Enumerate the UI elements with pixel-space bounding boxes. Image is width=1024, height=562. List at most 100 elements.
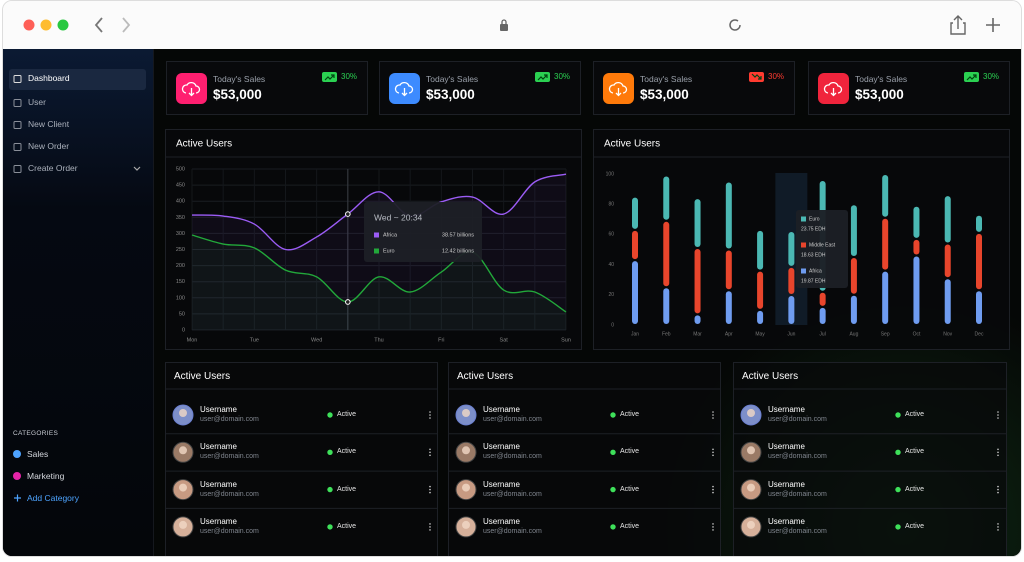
chart-title: Active Users bbox=[176, 139, 232, 150]
user-name: Username bbox=[200, 516, 237, 526]
nav-item[interactable]: Create Order bbox=[28, 163, 78, 173]
table-lines bbox=[449, 388, 720, 538]
user-status: Active bbox=[620, 522, 640, 530]
card-title: Today's Sales bbox=[213, 74, 266, 84]
y-tick-label: 40 bbox=[608, 262, 614, 268]
category-item[interactable]: Sales bbox=[27, 449, 49, 459]
status-dot bbox=[610, 486, 616, 493]
more-menu-dot bbox=[712, 411, 714, 413]
bar-segment bbox=[632, 230, 638, 260]
users-panel: Active Users Username user@domain.com Activ… bbox=[165, 362, 438, 556]
status-dot bbox=[895, 412, 901, 418]
more-menu-dot bbox=[997, 417, 999, 419]
bar-segment bbox=[819, 292, 826, 306]
bar-segment bbox=[913, 206, 920, 238]
user-email: user@domain.com bbox=[483, 527, 542, 535]
nav-item[interactable]: User bbox=[28, 97, 46, 107]
more-menu-dot bbox=[712, 488, 714, 491]
share-button[interactable] bbox=[950, 15, 966, 35]
x-tick-label: Apr bbox=[725, 331, 733, 337]
trend-icon-bg bbox=[535, 72, 550, 82]
y-tick-label: 80 bbox=[608, 202, 614, 208]
avatar-face bbox=[747, 409, 755, 417]
tooltip-name: Africa bbox=[809, 268, 822, 274]
forward-button[interactable] bbox=[122, 17, 131, 33]
card-title: Today's Sales bbox=[426, 74, 479, 84]
tooltip-name: Middle East bbox=[809, 242, 836, 248]
user-status: Active bbox=[337, 522, 357, 530]
zoom-button[interactable] bbox=[57, 19, 69, 31]
bar-segment bbox=[725, 250, 732, 290]
more-menu-dot bbox=[712, 523, 714, 525]
user-status: Active bbox=[620, 485, 640, 493]
more-menu-dot bbox=[712, 448, 714, 451]
trend-value: 30% bbox=[554, 72, 571, 81]
card-value: $53,000 bbox=[426, 87, 475, 102]
more-menu-dot bbox=[429, 488, 431, 491]
tooltip-name: Euro bbox=[809, 216, 820, 222]
more-menu-dot bbox=[429, 454, 431, 457]
user-email: user@domain.com bbox=[483, 453, 542, 461]
nav-item[interactable]: New Client bbox=[28, 119, 70, 129]
user-email: user@domain.com bbox=[200, 416, 259, 423]
add-icon bbox=[14, 494, 21, 502]
user-email: user@domain.com bbox=[200, 453, 259, 461]
avatar-face bbox=[747, 446, 755, 455]
tooltip-value: 19.87 EDH bbox=[801, 278, 826, 284]
stat-card: 30% Today's Sales $53,000 bbox=[808, 61, 1010, 115]
bar-segment bbox=[976, 233, 982, 290]
line-chart: Active Users 0 50 100 150 200 250 300 350 400 450 5… bbox=[166, 139, 581, 343]
y-tick-label: 100 bbox=[176, 295, 185, 301]
avatar-face bbox=[179, 446, 187, 455]
bar-segment bbox=[944, 279, 951, 324]
more-menu-dot bbox=[429, 526, 431, 528]
user-name: Username bbox=[200, 442, 237, 452]
x-tick-label: Wed bbox=[311, 337, 322, 343]
user-name: Username bbox=[768, 405, 805, 414]
table-lines bbox=[166, 388, 437, 538]
y-tick-label: 400 bbox=[176, 199, 185, 205]
user-status: Active bbox=[620, 448, 640, 456]
avatar-face bbox=[462, 483, 470, 492]
more-menu-dot bbox=[429, 414, 431, 416]
trend-value: 30% bbox=[341, 72, 358, 81]
user-name: Username bbox=[483, 405, 520, 414]
more-menu-dot bbox=[712, 526, 714, 528]
tooltip-swatch bbox=[801, 268, 806, 274]
x-tick-label: Mar bbox=[693, 331, 702, 337]
bar-segment bbox=[850, 205, 857, 257]
stat-card: 30% Today's Sales $53,000 bbox=[593, 61, 795, 115]
status-dot bbox=[895, 486, 901, 493]
bar-segment bbox=[944, 196, 951, 243]
user-status: Active bbox=[620, 411, 640, 418]
nav-item[interactable]: New Order bbox=[28, 141, 70, 151]
nav-icon bbox=[13, 143, 22, 151]
more-menu-dot bbox=[429, 417, 431, 419]
bar-segment bbox=[725, 291, 732, 324]
more-menu-dot bbox=[712, 529, 714, 531]
x-tick-label: Aug bbox=[849, 331, 858, 337]
panel-title: Active Users bbox=[457, 371, 514, 382]
close-button[interactable] bbox=[23, 19, 35, 31]
card-title: Today's Sales bbox=[855, 74, 908, 84]
nav-item[interactable]: Dashboard bbox=[28, 73, 70, 83]
more-menu-dot bbox=[712, 451, 714, 454]
bar-segment bbox=[976, 215, 982, 232]
minimize-button[interactable] bbox=[40, 19, 52, 31]
category-item[interactable]: Marketing bbox=[27, 471, 65, 481]
hover-point bbox=[345, 211, 351, 217]
status-dot bbox=[610, 412, 616, 418]
x-tick-label: Tue bbox=[250, 337, 259, 343]
user-name: Username bbox=[483, 479, 520, 489]
more-menu-dot bbox=[997, 491, 999, 494]
reload-button[interactable] bbox=[729, 19, 741, 31]
bar-segment bbox=[694, 248, 701, 314]
back-button[interactable] bbox=[94, 17, 103, 33]
bar-segment bbox=[663, 288, 670, 324]
x-tick-label: Jan bbox=[631, 331, 639, 337]
bar-segment bbox=[694, 199, 701, 247]
add-category[interactable]: Add Category bbox=[27, 493, 79, 503]
bar-segment bbox=[882, 271, 889, 324]
new-tab-button[interactable] bbox=[986, 18, 1000, 32]
status-dot bbox=[327, 486, 333, 493]
